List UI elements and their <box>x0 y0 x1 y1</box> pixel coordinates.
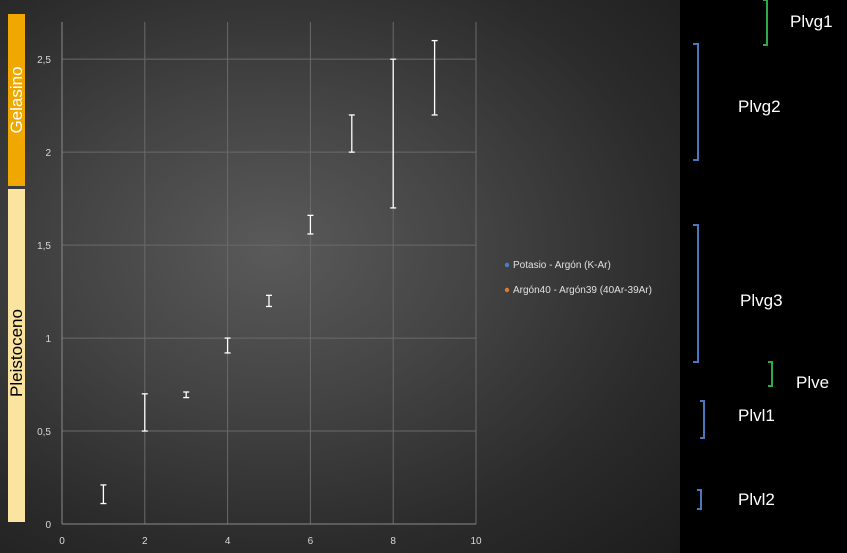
chart-error-bars <box>100 39 438 505</box>
x-tick-label: 8 <box>390 536 396 547</box>
unit-bracket-plvg1 <box>763 0 768 46</box>
unit-label-plvg1: Plvg1 <box>790 12 833 31</box>
stage-bar-pleistoceno <box>8 189 25 522</box>
error-bar <box>348 114 355 153</box>
y-tick-label: 0 <box>45 520 51 531</box>
error-bar <box>224 337 231 354</box>
chart-legend: Potasio - Argón (K-Ar) Argón40 - Argón39 … <box>504 260 652 296</box>
error-bar <box>390 58 397 209</box>
chart-axes <box>61 22 476 525</box>
legend-label: Potasio - Argón (K-Ar) <box>513 260 611 271</box>
unit-bracket-plvg3 <box>693 224 699 363</box>
x-tick-label: 4 <box>225 536 231 547</box>
unit-bracket-plve <box>768 361 773 387</box>
unit-label-plve: Plve <box>796 373 830 392</box>
legend-marker <box>504 287 510 293</box>
y-tick-label: 1,5 <box>37 241 51 252</box>
stage-label-gelasino: Gelasino <box>7 66 26 133</box>
legend-marker <box>504 262 510 268</box>
error-bar <box>100 484 107 505</box>
y-tick-label: 2 <box>45 148 51 159</box>
x-tick-label: 6 <box>308 536 314 547</box>
y-tick-label: 2,5 <box>37 55 51 66</box>
error-bar <box>141 393 148 432</box>
unit-label-plvl2: Plvl2 <box>738 490 775 509</box>
unit-label-plvl1: Plvl1 <box>738 406 775 425</box>
chart-background <box>0 0 680 553</box>
x-tick-label: 2 <box>142 536 148 547</box>
unit-bracket-plvg2 <box>693 43 699 161</box>
unit-bracket-plvl1 <box>700 400 705 439</box>
stage-label-pleistoceno: Pleistoceno <box>7 309 26 397</box>
x-tick-label: 10 <box>470 536 482 547</box>
y-tick-label: 1 <box>45 334 51 345</box>
error-bar <box>266 294 272 308</box>
unit-label-plvg2: Plvg2 <box>738 97 781 116</box>
error-bar <box>183 391 190 399</box>
x-tick-label: 0 <box>59 536 65 547</box>
unit-label-plvg3: Plvg3 <box>740 291 783 310</box>
error-bar <box>431 39 438 116</box>
stage-bar-gelasino <box>8 14 25 186</box>
error-bar <box>307 214 314 235</box>
chart-tick-labels: 0 2 4 6 8 10 0 0,5 1 1,5 2 2,5 <box>37 55 482 547</box>
chart-gridlines <box>62 22 477 524</box>
unit-bracket-plvl2 <box>697 489 702 510</box>
y-tick-label: 0,5 <box>37 427 51 438</box>
legend-label: Argón40 - Argón39 (40Ar-39Ar) <box>513 285 652 296</box>
